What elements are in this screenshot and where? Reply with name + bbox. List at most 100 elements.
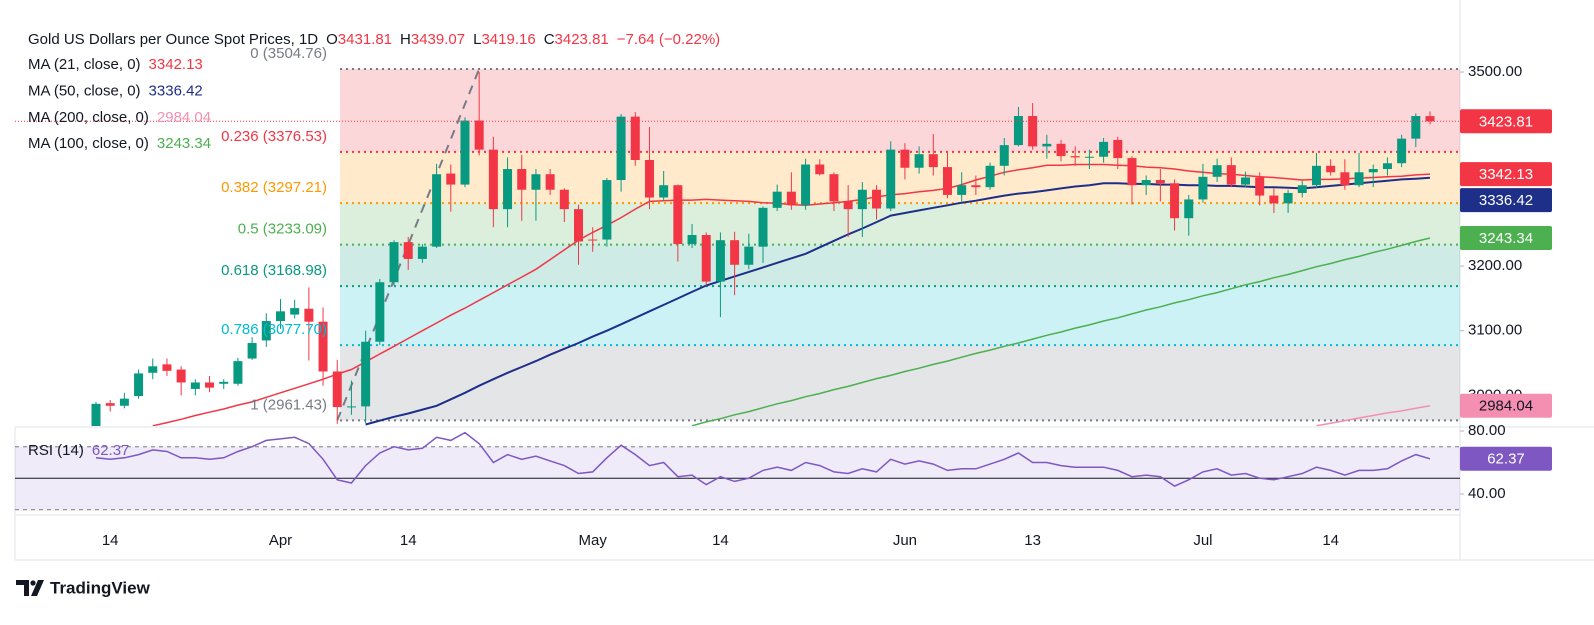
candle-body xyxy=(1326,165,1336,173)
candle-body xyxy=(545,174,555,190)
candle-body xyxy=(999,145,1009,166)
ma-legend: MA (50, close, 0) 3336.42 xyxy=(28,82,203,99)
price-box-label: 2984.04 xyxy=(1479,398,1533,415)
candle-body xyxy=(1340,172,1350,186)
candle-body xyxy=(1397,138,1407,164)
ohlc-key: H xyxy=(400,31,411,48)
ma-legend-value: 3336.42 xyxy=(149,82,203,99)
candle-body xyxy=(205,382,215,388)
candle-body xyxy=(886,149,896,209)
logo-dot xyxy=(30,580,36,586)
candle-body xyxy=(1070,156,1080,158)
candle-body xyxy=(346,406,356,408)
y-tick-label: 3100.00 xyxy=(1468,322,1522,339)
candle-body xyxy=(730,240,740,265)
candle-body xyxy=(1155,180,1165,184)
candle-body xyxy=(417,246,427,259)
candle-body xyxy=(219,381,229,384)
candle-body xyxy=(801,164,811,206)
y-tick-label: 3500.00 xyxy=(1468,63,1522,80)
candle-body xyxy=(304,308,314,322)
candle-body xyxy=(942,167,952,195)
ma-legend: MA (200, close, 0) 2984.04 xyxy=(28,109,211,126)
rsi-tick-label: 80.00 xyxy=(1468,422,1506,439)
candle-body xyxy=(843,201,853,210)
candle-body xyxy=(389,242,399,283)
fib-level-label: 0.236 (3376.53) xyxy=(221,128,327,145)
brand-logo xyxy=(16,580,44,596)
candle-body xyxy=(474,120,484,150)
candle-body xyxy=(275,311,285,322)
candle-body xyxy=(1382,163,1392,170)
price-box xyxy=(1460,393,1552,418)
candle-body xyxy=(460,120,470,185)
candle-body xyxy=(786,191,796,206)
candle-body xyxy=(928,154,938,168)
fib-zone xyxy=(340,68,1460,152)
ohlc-value: 3439.07 xyxy=(411,31,465,48)
candle-body xyxy=(375,282,385,342)
candle-body xyxy=(1141,180,1151,186)
x-tick-label: 14 xyxy=(102,532,119,549)
x-tick-label: Apr xyxy=(269,532,292,549)
candle-body xyxy=(1184,199,1194,219)
price-box-label: 3423.81 xyxy=(1479,113,1533,130)
price-box xyxy=(1460,162,1552,187)
candle-body xyxy=(1212,165,1222,177)
fib-level-label: 0.618 (3168.98) xyxy=(221,262,327,279)
x-tick-label: 14 xyxy=(400,532,417,549)
candle-body xyxy=(119,398,129,406)
fib-zone xyxy=(340,286,1460,346)
candle-body xyxy=(744,246,754,265)
rsi-tick-label: 40.00 xyxy=(1468,485,1506,502)
rsi-pane xyxy=(15,431,1460,511)
fib-level-label: 1 (2961.43) xyxy=(250,396,327,413)
candle-body xyxy=(361,341,371,407)
ohlc-value: 3423.81 xyxy=(555,31,609,48)
candle-body xyxy=(602,180,612,240)
x-tick-label: 14 xyxy=(1322,532,1339,549)
ma-legend-value: 3243.34 xyxy=(157,135,211,152)
candle-body xyxy=(914,154,924,168)
candle-body xyxy=(190,382,200,389)
candle-body xyxy=(1255,177,1265,196)
candle-body xyxy=(162,364,172,371)
candle-body xyxy=(1297,185,1307,193)
candle-body xyxy=(1042,143,1052,147)
candle-body xyxy=(233,361,243,384)
candle-body xyxy=(1283,192,1293,204)
candle-body xyxy=(1368,169,1378,173)
x-tick-label: 14 xyxy=(712,532,729,549)
candle-body xyxy=(957,185,967,195)
candle-body xyxy=(91,403,101,426)
rsi-box-label: 62.37 xyxy=(1487,451,1525,468)
candle-body xyxy=(1099,141,1109,157)
candle-body xyxy=(247,343,257,359)
candle-body xyxy=(290,308,300,315)
candle-body xyxy=(829,174,839,202)
candle-body xyxy=(815,164,825,175)
candle-body xyxy=(176,369,186,383)
ma-legend: MA (100, close, 0) 3243.34 xyxy=(28,135,211,152)
x-tick-label: May xyxy=(579,532,608,549)
candle-body xyxy=(1127,158,1137,186)
ma-legend-value: 3342.13 xyxy=(149,56,203,73)
moving-average-line xyxy=(1316,404,1431,426)
price-change: −7.64 (−0.22%) xyxy=(617,31,720,48)
chart-header: Gold US Dollars per Ounce Spot Prices, 1… xyxy=(28,31,720,48)
fib-level-label: 0.786 (3077.70) xyxy=(221,321,327,338)
price-box xyxy=(1460,226,1552,251)
candle-body xyxy=(1084,156,1094,158)
price-box-label: 3243.34 xyxy=(1479,230,1533,247)
x-tick-label: 13 xyxy=(1024,532,1041,549)
candle-body xyxy=(261,321,271,341)
candle-body xyxy=(687,235,697,245)
candle-body xyxy=(659,185,669,198)
candle-body xyxy=(1411,116,1421,139)
candle-body xyxy=(1113,139,1123,159)
price-pane xyxy=(15,67,1460,426)
candle-body xyxy=(673,185,683,245)
candle-body xyxy=(715,240,725,282)
